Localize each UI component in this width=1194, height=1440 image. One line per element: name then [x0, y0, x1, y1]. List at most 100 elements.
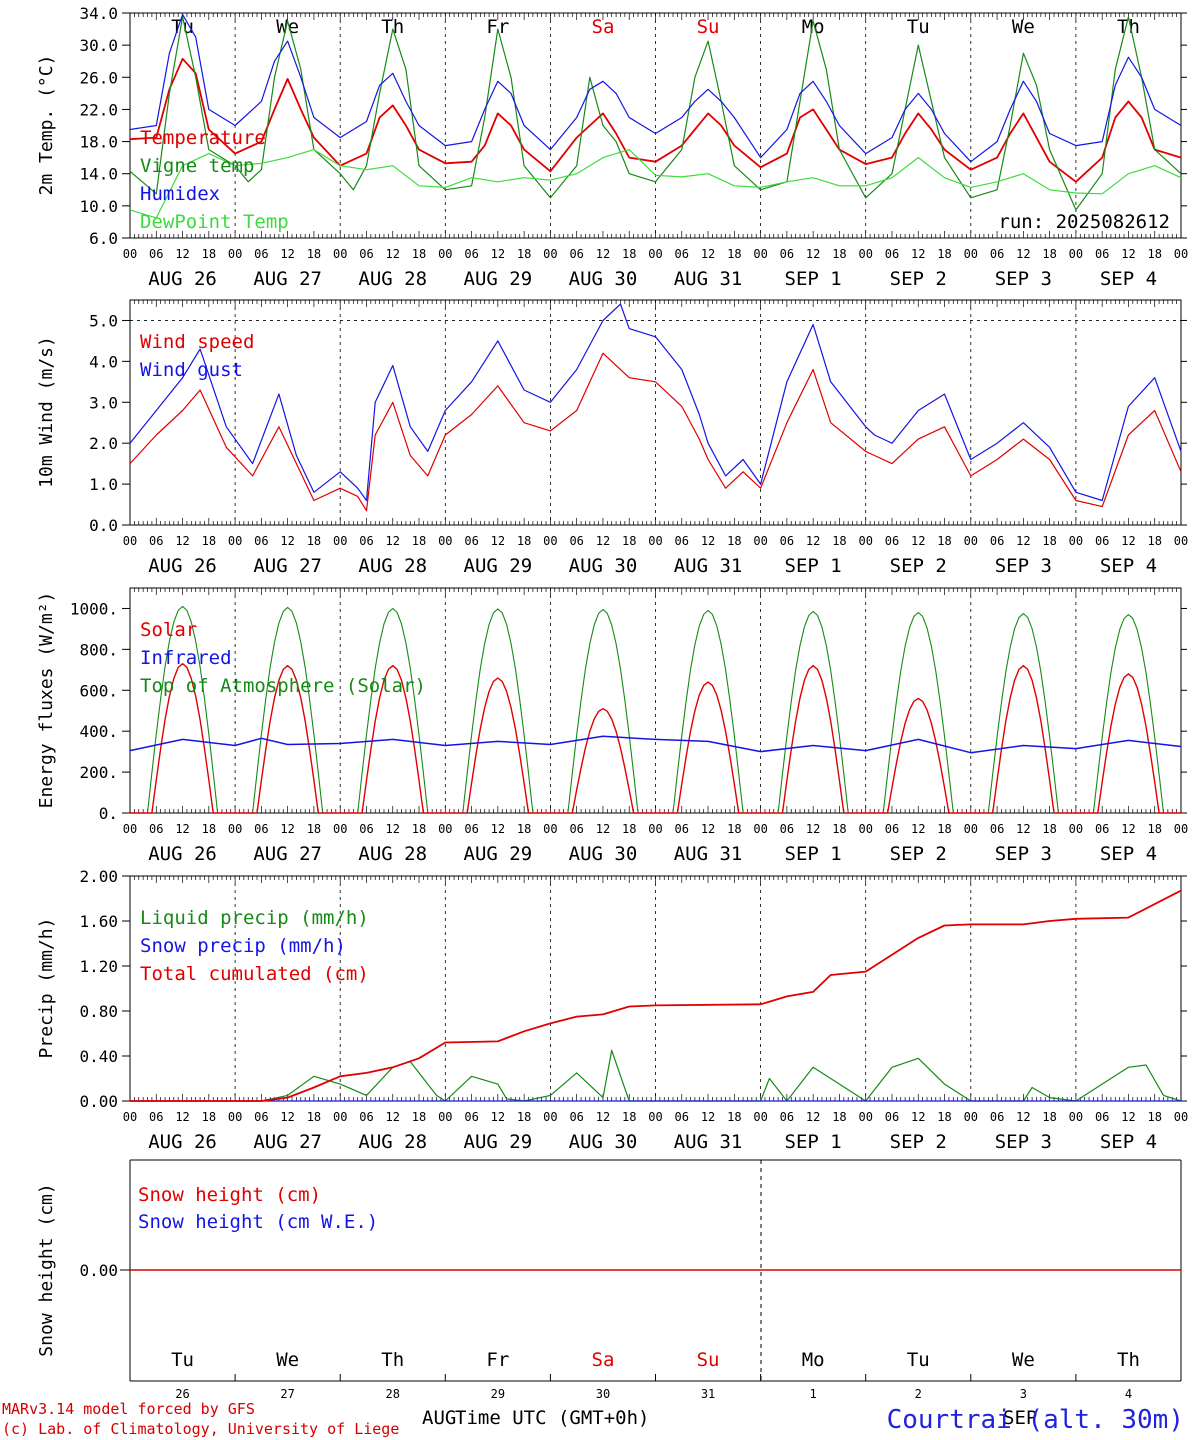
hour-tick-label: 06	[780, 1110, 794, 1124]
y-tick-label: 18.0	[79, 133, 118, 152]
hour-tick-label: 00	[964, 822, 978, 836]
hour-tick-label: 00	[964, 247, 978, 261]
y-tick-label: 0.40	[79, 1047, 118, 1066]
hour-tick-label: 12	[175, 247, 189, 261]
hour-tick-label: 12	[911, 247, 925, 261]
hour-tick-label: 00	[123, 534, 137, 548]
day-of-week-label: Th	[381, 16, 404, 38]
date-label: AUG 26	[148, 268, 217, 290]
hour-tick-label: 18	[202, 822, 216, 836]
date-label: AUG 30	[569, 555, 638, 577]
date-label: SEP 1	[785, 555, 842, 577]
hour-tick-label: 00	[753, 534, 767, 548]
energy-ylabel: Energy fluxes (W/m²)	[36, 592, 57, 809]
hour-tick-label: 00	[123, 247, 137, 261]
lab-credit: (c) Lab. of Climatology, University of L…	[2, 1420, 399, 1438]
series-solar	[130, 663, 1181, 814]
date-label: SEP 1	[785, 843, 842, 865]
run-label: run: 2025082612	[998, 211, 1170, 233]
hour-tick-label: 18	[412, 822, 426, 836]
hour-tick-label: 06	[569, 1110, 583, 1124]
hour-tick-label: 12	[491, 1110, 505, 1124]
hour-tick-label: 12	[280, 534, 294, 548]
date-label: AUG 31	[674, 555, 743, 577]
hour-tick-label: 06	[464, 247, 478, 261]
hour-tick-label: 06	[569, 822, 583, 836]
hour-tick-label: 18	[1147, 1110, 1161, 1124]
hour-tick-label: 00	[123, 1110, 137, 1124]
precip-ylabel: Precip (mm/h)	[36, 918, 57, 1059]
hour-tick-label: 00	[438, 534, 452, 548]
hour-tick-label: 06	[254, 534, 268, 548]
hour-tick-label: 00	[228, 822, 242, 836]
hour-tick-label: 12	[280, 247, 294, 261]
hour-tick-label: 06	[885, 822, 899, 836]
day-of-week-label: We	[1012, 16, 1035, 38]
hour-tick-label: 18	[307, 822, 321, 836]
hour-tick-label: 00	[648, 247, 662, 261]
hour-tick-label: 12	[596, 822, 610, 836]
bottom-day-number: 4	[1125, 1387, 1132, 1401]
month-left: AUG	[422, 1407, 456, 1429]
date-label: SEP 4	[1100, 1131, 1157, 1153]
hour-tick-label: 18	[937, 247, 951, 261]
hour-tick-label: 06	[254, 822, 268, 836]
date-label: AUG 28	[358, 268, 427, 290]
hour-tick-label: 18	[517, 534, 531, 548]
hour-tick-label: 12	[491, 822, 505, 836]
y-tick-label: 10.0	[79, 197, 118, 216]
date-label: SEP 4	[1100, 555, 1157, 577]
hour-tick-label: 06	[885, 247, 899, 261]
legend-snow-height: Snow height (cm)	[138, 1184, 321, 1206]
hour-tick-label: 12	[175, 822, 189, 836]
station-name: Courtrai (alt. 30m)	[887, 1405, 1184, 1435]
wind-ylabel: 10m Wind (m/s)	[36, 336, 57, 488]
bottom-day-number: 30	[596, 1387, 610, 1401]
bottom-day-number: 31	[701, 1387, 715, 1401]
legend-liquid-precip: Liquid precip (mm/h)	[140, 907, 369, 929]
legend-total-cumulated: Total cumulated (cm)	[140, 963, 369, 985]
date-label: SEP 2	[890, 1131, 947, 1153]
hour-tick-label: 18	[307, 534, 321, 548]
hour-tick-label: 12	[1016, 247, 1030, 261]
hour-tick-label: 00	[543, 247, 557, 261]
hour-tick-label: 18	[622, 534, 636, 548]
hour-tick-label: 06	[675, 1110, 689, 1124]
hour-tick-label: 00	[858, 822, 872, 836]
hour-tick-label: 06	[1095, 822, 1109, 836]
hour-tick-label: 12	[806, 822, 820, 836]
series-temperature	[129, 57, 1182, 183]
hour-tick-label: 18	[517, 822, 531, 836]
hour-tick-label: 18	[832, 1110, 846, 1124]
hour-tick-label: 12	[806, 247, 820, 261]
legend-dewpoint: DewPoint Temp	[140, 211, 289, 233]
hour-tick-label: 00	[858, 1110, 872, 1124]
hour-tick-label: 00	[1174, 247, 1188, 261]
hour-tick-label: 18	[1042, 247, 1056, 261]
date-label: SEP 4	[1100, 843, 1157, 865]
hour-tick-label: 18	[307, 1110, 321, 1124]
hour-tick-label: 00	[648, 822, 662, 836]
hour-tick-label: 06	[464, 534, 478, 548]
hour-tick-label: 06	[675, 822, 689, 836]
y-tick-label: 3.0	[89, 393, 118, 412]
hour-tick-label: 06	[254, 247, 268, 261]
series-humidex	[129, 14, 1182, 163]
hour-tick-label: 06	[359, 247, 373, 261]
hour-tick-label: 06	[885, 1110, 899, 1124]
day-of-week-label: Th	[1117, 16, 1140, 38]
series-wind-gust	[129, 303, 1182, 502]
hour-tick-label: 00	[1069, 1110, 1083, 1124]
hour-tick-label: 06	[254, 1110, 268, 1124]
hour-tick-label: 00	[858, 247, 872, 261]
snow-panel: 0.00 Snow height (cm) Snow height (cm) S…	[36, 1159, 1182, 1401]
day-of-week-label: Sa	[592, 16, 615, 38]
hour-tick-label: 12	[911, 822, 925, 836]
y-tick-label: 0.0	[89, 516, 118, 535]
hour-tick-label: 18	[832, 534, 846, 548]
hour-tick-label: 06	[359, 534, 373, 548]
date-label: AUG 28	[358, 555, 427, 577]
hour-tick-label: 00	[543, 534, 557, 548]
y-tick-label: 30.0	[79, 36, 118, 55]
date-label: SEP 3	[995, 555, 1052, 577]
